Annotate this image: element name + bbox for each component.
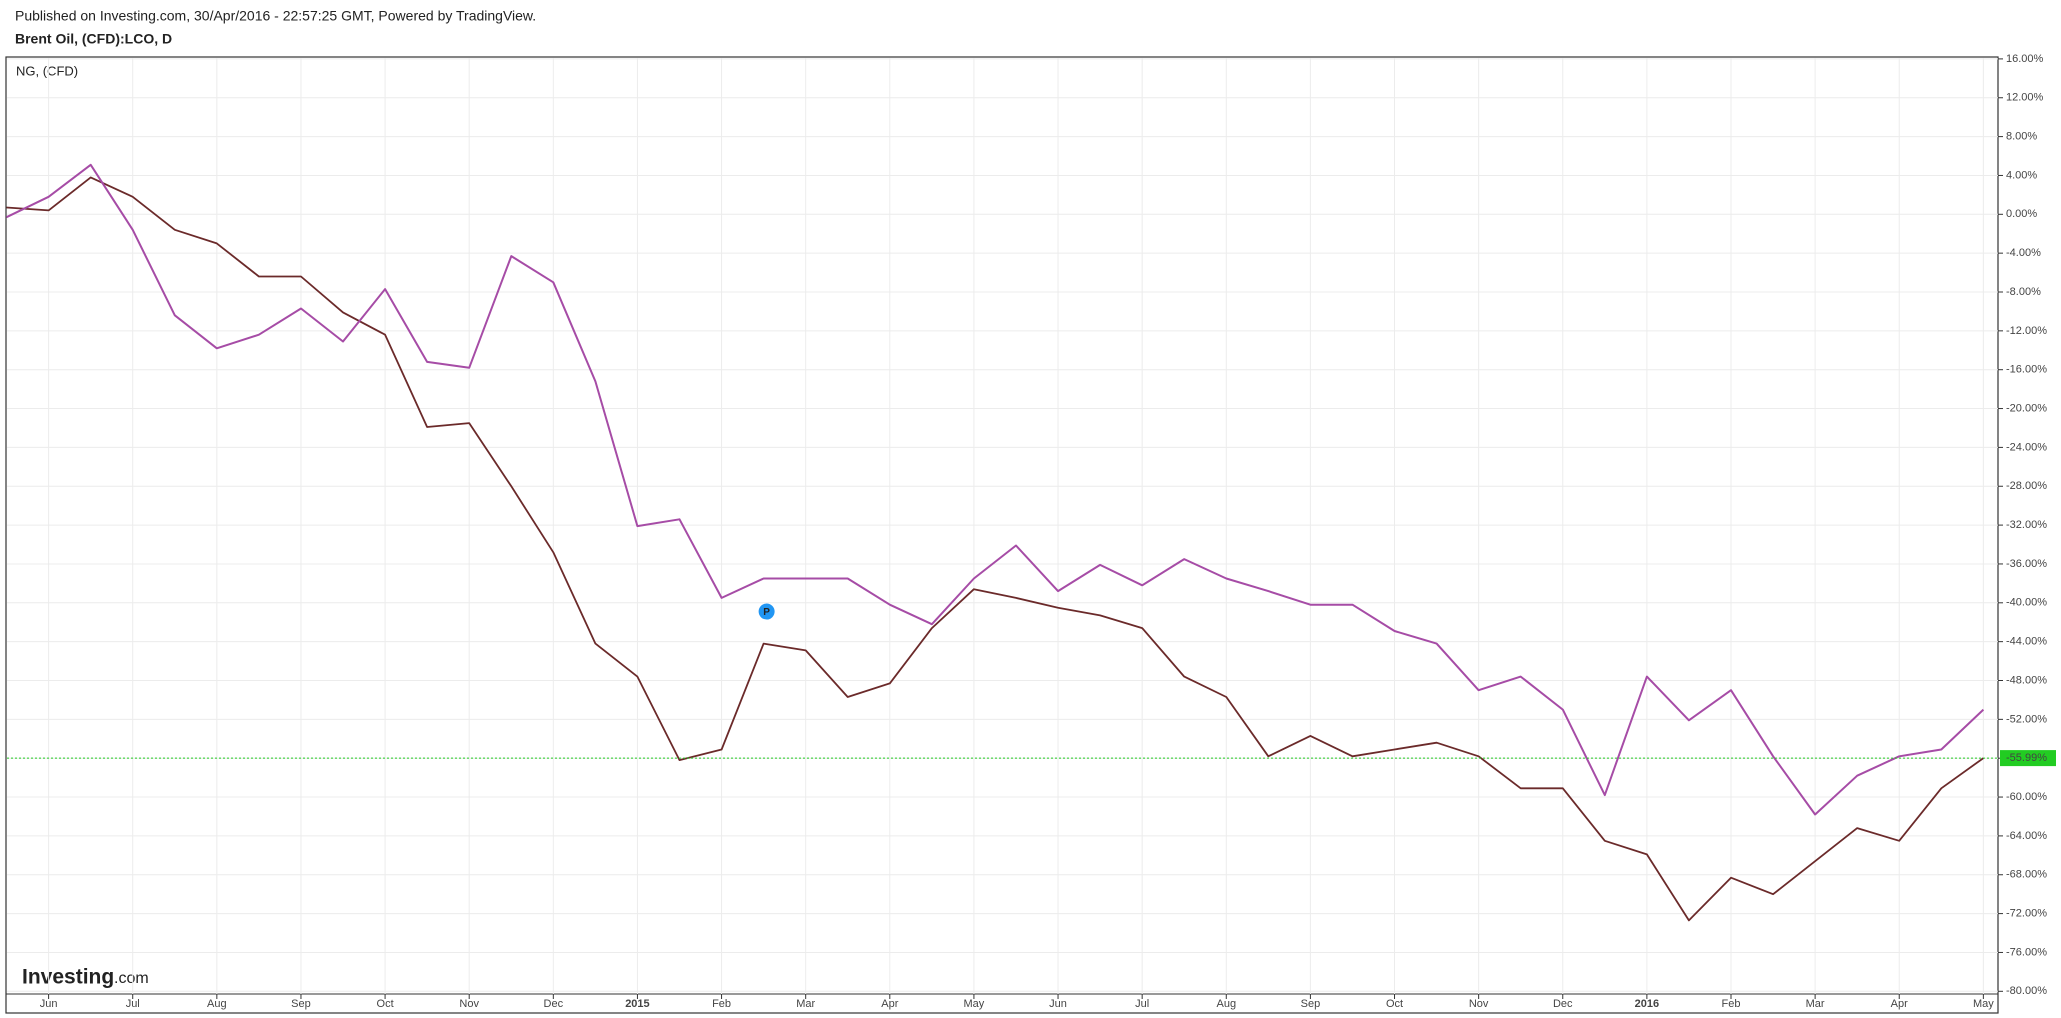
x-tick-label: Sep [291,998,311,1010]
y-tick-label: -68.00% [2006,869,2047,881]
y-tick-label: -48.00% [2006,674,2047,686]
x-tick-label: Mar [1806,998,1825,1010]
y-tick-label: -4.00% [2006,247,2041,259]
main-symbol: Brent Oil, (CFD):LCO, D [15,31,172,47]
y-tick-label: -24.00% [2006,441,2047,453]
y-tick-label: -52.00% [2006,713,2047,725]
x-tick-label: Oct [377,998,394,1010]
series-line [6,163,1985,816]
x-tick-label: Sep [1301,998,1321,1010]
y-tick-label: -64.00% [2006,830,2047,842]
x-tick-label: 2016 [1635,998,1659,1010]
y-tick-label: 4.00% [2006,169,2037,181]
x-tick-label: May [1973,998,1994,1010]
y-tick-label: -28.00% [2006,480,2047,492]
y-tick-label: -12.00% [2006,325,2047,337]
grid [7,58,1998,994]
y-tick-label: 16.00% [2006,53,2044,65]
x-tick-label: Jun [40,998,58,1010]
x-tick-label: Nov [459,998,479,1010]
x-tick-label: Dec [1553,998,1573,1010]
y-tick-label: -36.00% [2006,558,2047,570]
logo-brand: Investing [22,966,114,989]
x-tick-label: Feb [1722,998,1741,1010]
y-tick-label: -40.00% [2006,597,2047,609]
x-tick-label: Dec [544,998,564,1010]
y-tick-label: -44.00% [2006,636,2047,648]
logo-suffix: .com [114,970,149,987]
x-tick-label: Mar [796,998,815,1010]
y-tick-label: -8.00% [2006,286,2041,298]
y-tick-label: -80.00% [2006,985,2047,997]
published-note: Published on Investing.com, 30/Apr/2016 … [15,8,536,24]
x-tick-label: May [964,998,985,1010]
legend-entry: NG, (CFD) [16,63,78,78]
x-tick-label: Feb [712,998,731,1010]
y-tick-label: -16.00% [2006,364,2047,376]
y-tick-label: -20.00% [2006,402,2047,414]
x-tick-label: Jul [1135,998,1149,1010]
chart-frame [5,56,1999,1014]
x-tick-label: Jun [1049,998,1067,1010]
y-tick-label: -60.00% [2006,791,2047,803]
x-tick-label: Apr [1891,998,1908,1010]
y-tick-label: 0.00% [2006,208,2037,220]
x-tick-label: Aug [207,998,227,1010]
y-tick-label: 12.00% [2006,92,2044,104]
x-tick-label: Apr [881,998,898,1010]
y-tick-label: -72.00% [2006,908,2047,920]
annotation-badge [758,603,775,620]
x-tick-label: Jul [126,998,140,1010]
y-tick-label: 8.00% [2006,131,2037,143]
x-tick-label: Oct [1386,998,1403,1010]
x-tick-label: Aug [1216,998,1236,1010]
x-tick-label: Nov [1469,998,1489,1010]
y-tick-label: -32.00% [2006,519,2047,531]
x-tick-label: 2015 [625,998,649,1010]
series-line [6,176,1984,922]
y-tick-label: -76.00% [2006,946,2047,958]
price-tag-label: -55.99% [2006,752,2047,764]
annotation-text: P [763,607,770,618]
price-tag [2000,750,2056,767]
